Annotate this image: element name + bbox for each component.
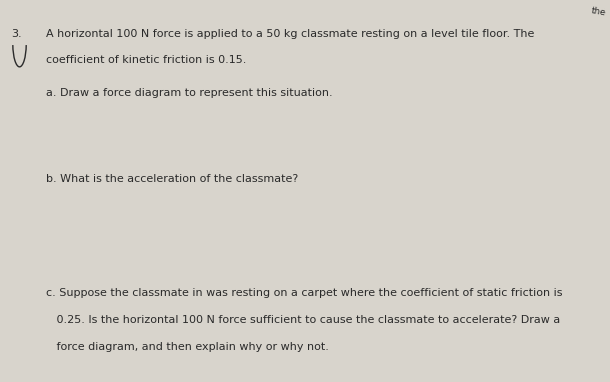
Text: A horizontal 100 N force is applied to a 50 kg classmate resting on a level tile: A horizontal 100 N force is applied to a…	[46, 29, 534, 39]
Text: b. What is the acceleration of the classmate?: b. What is the acceleration of the class…	[46, 174, 298, 184]
Text: c. Suppose the classmate in was resting on a carpet where the coefficient of sta: c. Suppose the classmate in was resting …	[46, 288, 562, 298]
Text: 3.: 3.	[11, 29, 21, 39]
Text: a. Draw a force diagram to represent this situation.: a. Draw a force diagram to represent thi…	[46, 88, 332, 98]
Text: the: the	[590, 6, 607, 17]
Text: force diagram, and then explain why or why not.: force diagram, and then explain why or w…	[46, 342, 329, 352]
Text: 0.25. Is the horizontal 100 N force sufficient to cause the classmate to acceler: 0.25. Is the horizontal 100 N force suff…	[46, 315, 560, 325]
Text: coefficient of kinetic friction is 0.15.: coefficient of kinetic friction is 0.15.	[46, 55, 246, 65]
